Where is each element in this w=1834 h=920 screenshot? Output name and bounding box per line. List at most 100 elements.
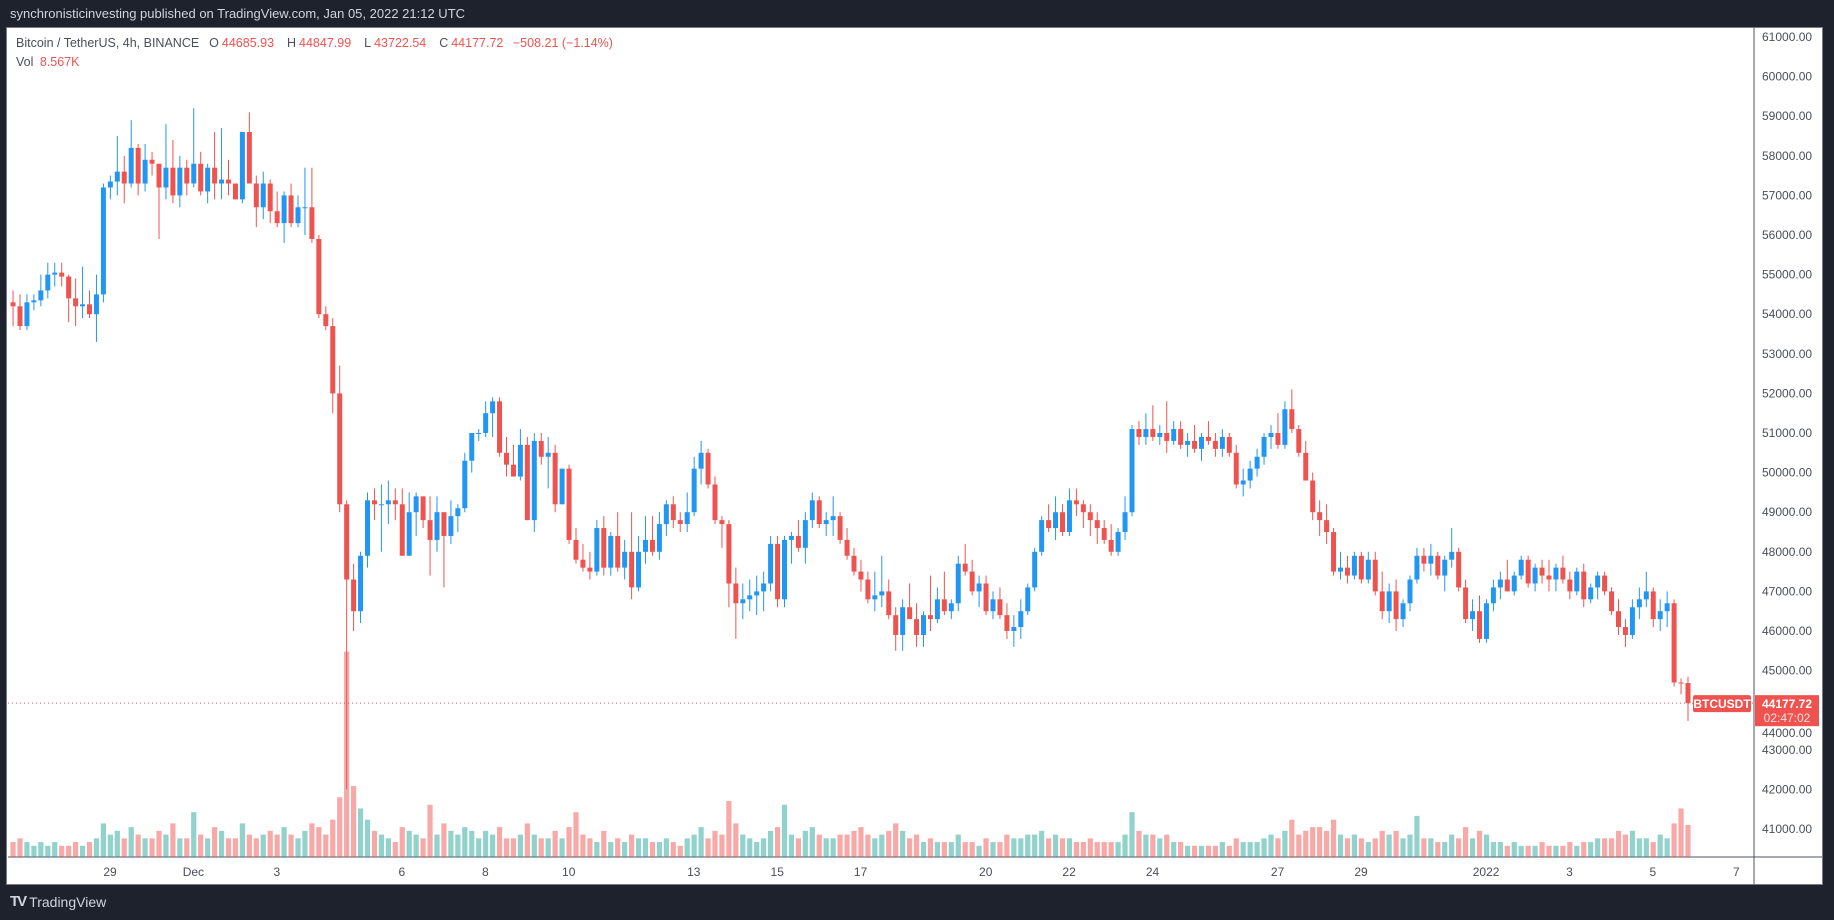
volume-bar	[1567, 842, 1573, 857]
volume-bar	[684, 838, 690, 857]
candle	[267, 179, 273, 224]
candle-body	[441, 512, 447, 536]
volume-bar	[1052, 834, 1059, 857]
candle-body	[469, 433, 475, 461]
candle	[219, 128, 225, 200]
candle-body	[198, 163, 204, 192]
volume-bar	[1400, 838, 1406, 857]
candle-body	[719, 520, 725, 525]
candle	[114, 136, 120, 196]
candle-body	[830, 516, 836, 521]
volume-bar	[948, 842, 954, 857]
volume-bar	[246, 834, 252, 857]
candle	[1532, 563, 1538, 592]
volume-bar	[107, 834, 113, 857]
candle-body	[1046, 520, 1052, 529]
volume-bar	[774, 827, 781, 857]
candle	[1497, 571, 1503, 600]
candle	[510, 444, 516, 477]
candle	[45, 262, 51, 299]
candle-body	[1053, 512, 1059, 529]
logo-text: TradingView	[29, 893, 107, 910]
candle-body	[66, 276, 72, 299]
volume-bar	[1539, 842, 1545, 857]
volume-bar	[1240, 842, 1246, 857]
volume-bar	[267, 830, 273, 857]
volume-bar	[969, 842, 975, 857]
volume-bar	[1553, 845, 1559, 857]
chart-panel[interactable]	[6, 27, 1823, 885]
volume-bar	[913, 834, 920, 857]
candle-body	[1164, 433, 1170, 441]
candle-body	[663, 504, 669, 525]
candle	[1442, 555, 1448, 592]
candle-body	[191, 163, 197, 184]
candle-body	[149, 159, 155, 164]
candle-body	[1636, 599, 1642, 608]
candle-body	[1282, 409, 1288, 445]
volume-bar	[1032, 834, 1038, 857]
candle	[1588, 583, 1594, 604]
volume-bar	[976, 845, 982, 857]
volume-bar	[337, 797, 343, 857]
candle-body	[1553, 567, 1559, 580]
candle-body	[1414, 555, 1420, 580]
candle-body	[545, 452, 551, 457]
volume-bar	[1421, 838, 1427, 857]
candle-body	[837, 516, 843, 540]
candle-body	[851, 555, 857, 572]
tradingview-logo[interactable]: TV TradingView	[10, 893, 106, 910]
candle	[1616, 599, 1621, 635]
volume-bar	[1337, 834, 1344, 857]
symbol-title[interactable]: Bitcoin / TetherUS, 4h, BINANCE	[16, 36, 200, 50]
volume-bar	[1080, 842, 1086, 857]
candle-body	[1650, 591, 1656, 620]
candle-body	[246, 132, 252, 184]
candle-body	[997, 599, 1003, 616]
candle	[344, 500, 350, 790]
candle-body	[517, 444, 523, 477]
volume-bar	[371, 830, 378, 857]
volume-label[interactable]: Vol	[16, 55, 34, 69]
candle-series	[10, 108, 1691, 790]
candle-body	[1657, 611, 1663, 620]
candle	[142, 143, 148, 192]
candle-body	[969, 571, 975, 592]
volume-bar	[1296, 834, 1302, 857]
candle-body	[1358, 555, 1364, 580]
candle-body	[1560, 567, 1566, 580]
candle	[10, 290, 16, 327]
volume-bar	[1504, 845, 1510, 857]
candle	[962, 543, 968, 576]
candle-body	[698, 452, 704, 469]
candle-body	[1588, 587, 1594, 600]
volume-bar	[1483, 834, 1490, 857]
countdown-timer: 02:47:02	[1764, 711, 1811, 725]
candle	[1018, 599, 1024, 639]
candle-body	[163, 167, 169, 188]
candle-body	[93, 294, 99, 315]
volume-bar	[1219, 842, 1225, 857]
candle	[497, 397, 503, 457]
volume-bar	[1615, 830, 1622, 857]
candle-body	[629, 551, 635, 588]
candle-body	[1483, 603, 1489, 639]
candle-body	[858, 571, 864, 580]
volume-bar	[1636, 838, 1642, 857]
volume-bar	[364, 819, 371, 857]
volume-bar	[1254, 842, 1260, 857]
candle-body	[1456, 551, 1462, 588]
candle-body	[566, 468, 572, 540]
volume-bar	[1157, 838, 1163, 857]
time-tick-label: 15	[771, 865, 785, 879]
candle-body	[1219, 436, 1225, 449]
volume-bar	[934, 842, 940, 857]
volume-bar	[879, 834, 885, 857]
candle	[858, 559, 864, 592]
volume-bar	[177, 838, 183, 857]
candle-body	[302, 207, 308, 209]
candle	[246, 112, 252, 184]
candle-body	[420, 496, 426, 521]
volume-bar	[830, 838, 836, 857]
